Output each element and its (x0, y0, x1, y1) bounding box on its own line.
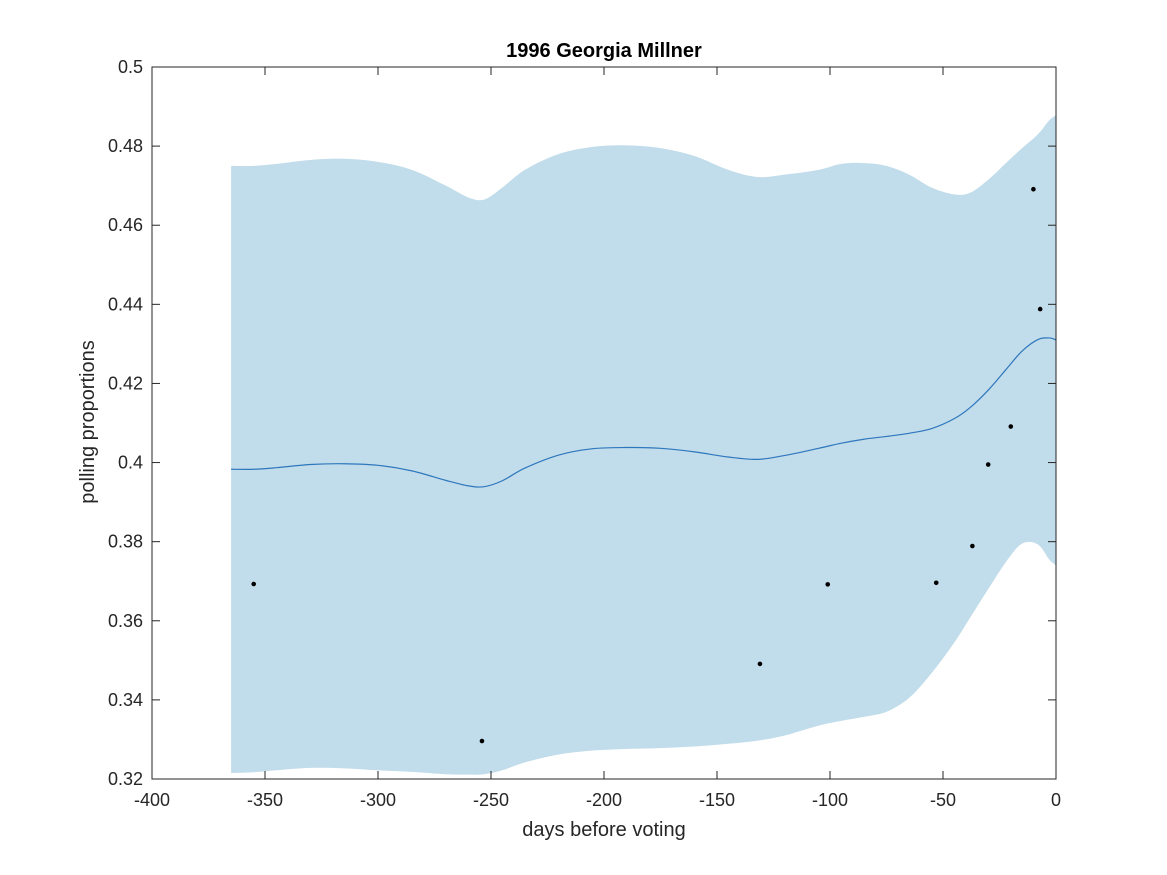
x-tick-label: -300 (360, 790, 396, 810)
confidence-band (231, 115, 1057, 775)
poll-point (985, 462, 991, 467)
x-tick-label: -350 (247, 790, 283, 810)
y-tick-label: 0.42 (108, 373, 143, 393)
chart-title: 1996 Georgia Millner (506, 40, 702, 62)
y-tick-label: 0.38 (108, 532, 143, 552)
x-tick-label: -100 (812, 790, 848, 810)
y-tick-label: 0.36 (108, 611, 143, 631)
x-tick-label: 0 (1051, 790, 1061, 810)
x-tick-label: -150 (699, 790, 735, 810)
mean-line (231, 337, 1057, 488)
poll-point (1031, 186, 1036, 192)
plot-area: -400 -350 -300 -250 -200 -150 -100 -50 0 0.32 0.34… (108, 57, 1061, 810)
poll-point (1037, 306, 1043, 312)
poll-point (1008, 424, 1014, 429)
poll-point (757, 661, 763, 667)
y-tick-label: 0.46 (108, 215, 143, 235)
poll-point (251, 581, 256, 587)
x-tick-label: -250 (473, 790, 509, 810)
x-tick-label: -400 (134, 790, 170, 810)
x-axis-label: days before voting (522, 819, 685, 841)
y-tick-label: 0.34 (108, 690, 143, 710)
x-tick-label: -200 (586, 790, 622, 810)
y-axis-label: polling proportions (77, 340, 99, 503)
y-tick-label: 0.48 (108, 136, 143, 156)
poll-point (933, 580, 939, 586)
poll-point (825, 582, 831, 587)
poll-point (479, 738, 485, 744)
y-tick-label: 0.4 (118, 453, 143, 473)
y-tick-label: 0.44 (108, 294, 143, 314)
y-tick-label: 0.32 (108, 769, 143, 789)
poll-point (970, 543, 975, 549)
y-tick-label: 0.5 (118, 57, 143, 77)
x-tick-label: -50 (930, 790, 956, 810)
